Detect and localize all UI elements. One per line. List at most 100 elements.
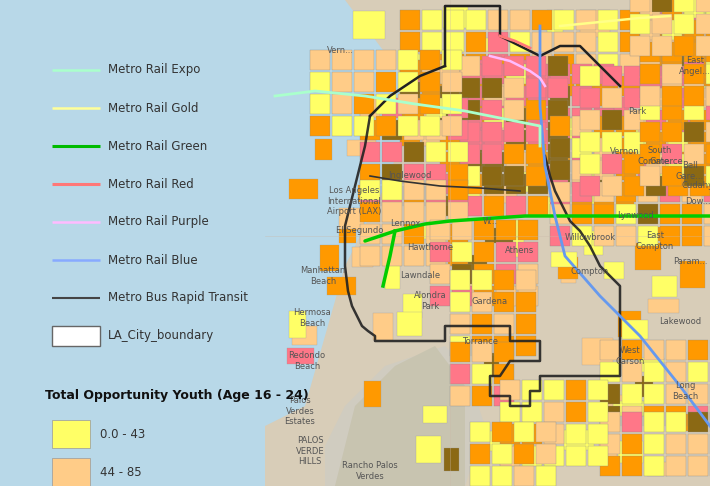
Bar <box>662 166 682 186</box>
Bar <box>704 204 710 224</box>
Bar <box>462 195 483 216</box>
Bar <box>640 166 660 186</box>
Bar <box>516 270 537 290</box>
Bar <box>572 226 592 246</box>
Bar <box>310 71 330 92</box>
Bar <box>450 364 471 384</box>
Bar <box>572 86 592 106</box>
Bar <box>536 421 557 442</box>
Bar <box>470 421 491 442</box>
Bar <box>420 116 440 136</box>
Bar <box>666 383 687 404</box>
Bar <box>510 125 530 146</box>
Bar <box>548 143 569 164</box>
Bar <box>550 195 570 216</box>
Bar <box>382 141 403 162</box>
Text: El Segundo: El Segundo <box>337 226 383 236</box>
Bar <box>488 75 508 96</box>
Bar <box>652 0 672 12</box>
Bar <box>594 159 614 180</box>
Bar <box>360 202 381 222</box>
Bar <box>474 220 494 240</box>
Bar <box>584 231 603 255</box>
Bar <box>666 455 687 476</box>
Bar <box>630 124 655 147</box>
Bar <box>554 75 574 96</box>
Bar <box>666 340 687 360</box>
Bar <box>627 400 644 416</box>
Bar <box>448 202 469 222</box>
Bar <box>647 227 670 241</box>
Bar <box>510 10 530 30</box>
Bar <box>598 10 618 30</box>
Bar <box>532 10 552 30</box>
Bar <box>488 104 508 124</box>
Bar <box>666 405 687 426</box>
Text: LA_City_boundary: LA_City_boundary <box>108 330 214 343</box>
Text: Total Opportunity Youth (Age 16 - 24): Total Opportunity Youth (Age 16 - 24) <box>45 389 309 402</box>
Bar <box>522 423 542 444</box>
Bar <box>532 53 552 74</box>
Bar <box>484 152 505 172</box>
Bar <box>660 204 680 224</box>
Bar <box>528 64 548 84</box>
Bar <box>536 444 557 464</box>
Bar <box>562 257 576 283</box>
Bar <box>404 164 425 184</box>
Bar <box>352 247 373 267</box>
Bar <box>706 64 710 84</box>
Bar <box>452 263 472 284</box>
Bar <box>572 116 592 136</box>
Bar <box>400 75 420 96</box>
Bar <box>666 412 687 432</box>
Bar <box>518 220 538 240</box>
Bar <box>498 237 524 258</box>
Bar <box>494 342 515 362</box>
Bar <box>504 55 525 76</box>
Bar <box>466 104 486 124</box>
Bar <box>550 130 570 150</box>
Bar <box>662 86 682 106</box>
Bar <box>488 32 508 52</box>
Bar <box>536 466 557 486</box>
Bar <box>470 444 491 464</box>
Bar <box>572 182 592 202</box>
Bar <box>704 226 710 246</box>
Bar <box>484 107 505 128</box>
Bar <box>496 286 516 306</box>
Bar <box>528 130 548 150</box>
Bar <box>548 100 569 120</box>
Bar <box>704 182 710 202</box>
Bar <box>426 202 447 222</box>
Bar <box>588 380 608 400</box>
Bar <box>612 97 629 121</box>
Bar <box>52 420 90 448</box>
Bar <box>600 340 621 360</box>
Bar <box>580 154 601 174</box>
Bar <box>514 421 535 442</box>
Bar <box>510 60 530 80</box>
Bar <box>624 175 645 196</box>
Bar <box>706 55 710 76</box>
Bar <box>572 159 592 180</box>
Bar <box>613 401 643 417</box>
Bar <box>550 159 570 180</box>
Bar <box>622 412 643 432</box>
Bar <box>544 401 564 422</box>
Bar <box>644 362 665 382</box>
Bar <box>290 311 307 338</box>
Bar <box>450 335 471 356</box>
Bar <box>690 66 710 86</box>
Bar <box>646 132 667 152</box>
Bar <box>462 107 483 128</box>
Bar <box>310 116 330 136</box>
Bar <box>664 53 684 74</box>
Bar <box>620 75 640 96</box>
Bar <box>382 245 403 266</box>
Bar <box>572 172 599 187</box>
Bar <box>504 143 525 164</box>
Bar <box>706 86 710 106</box>
Bar <box>400 104 420 124</box>
Bar <box>602 109 623 130</box>
Bar <box>510 75 530 96</box>
